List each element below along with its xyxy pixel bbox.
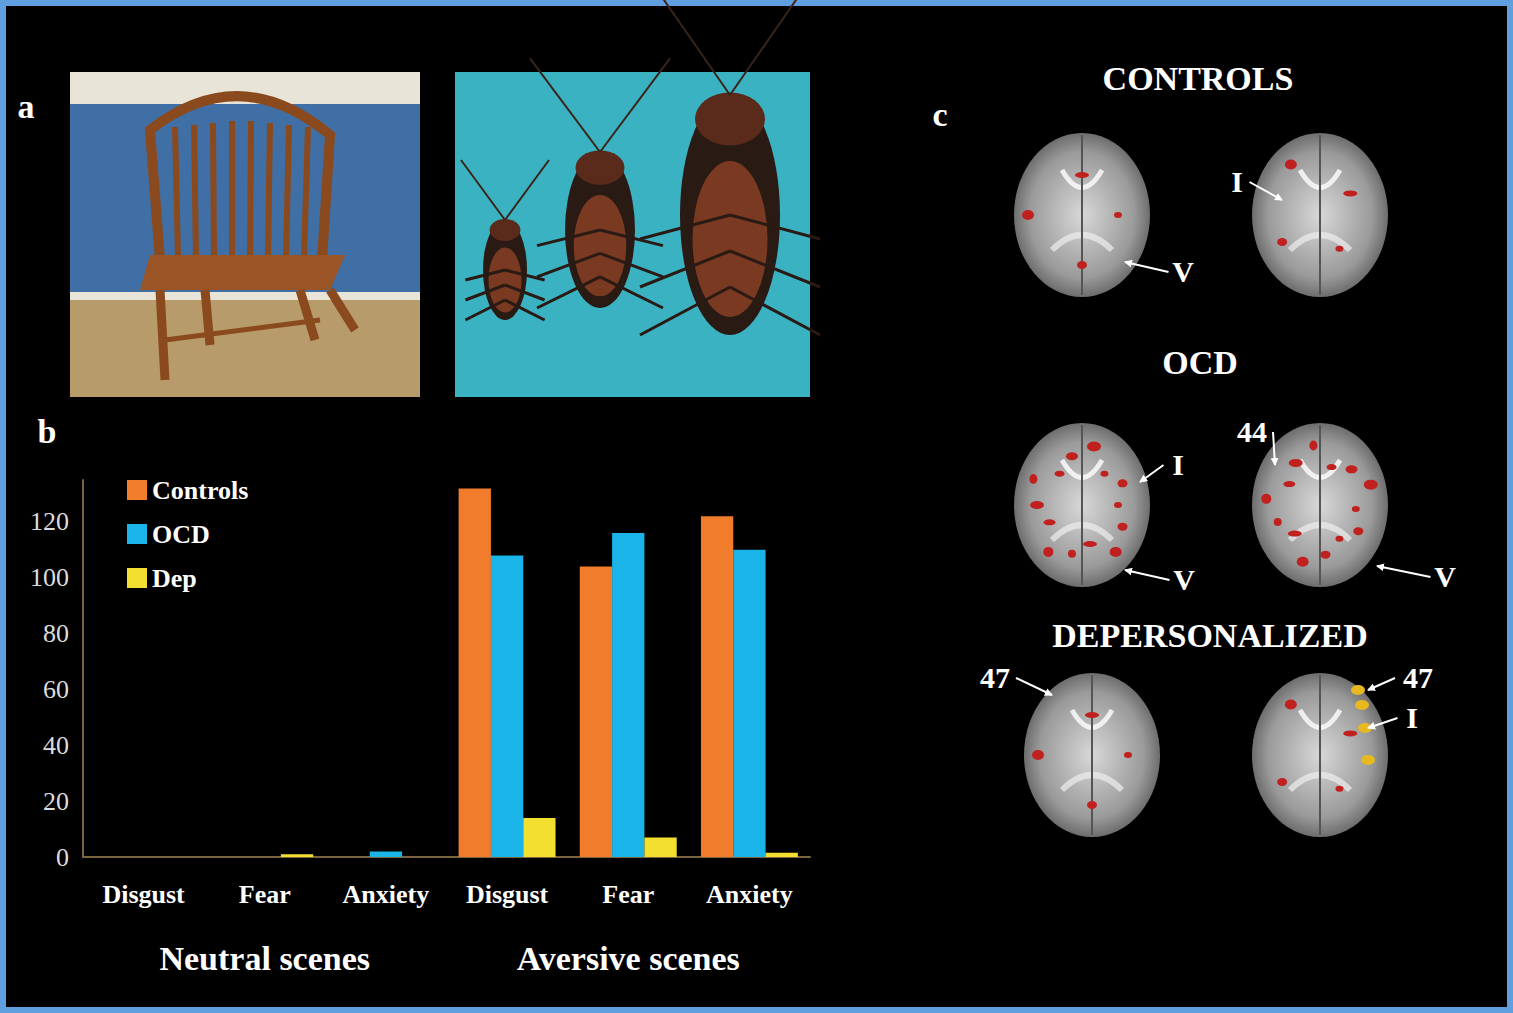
svg-text:Fear: Fear	[602, 880, 654, 909]
svg-text:I: I	[1406, 701, 1418, 734]
svg-text:40: 40	[43, 731, 69, 760]
svg-text:47: 47	[980, 661, 1010, 694]
svg-text:Anxiety: Anxiety	[343, 880, 430, 909]
svg-text:V: V	[1434, 560, 1456, 593]
svg-text:DEPERSONALIZED: DEPERSONALIZED	[1052, 617, 1368, 654]
svg-text:b: b	[38, 413, 57, 450]
svg-text:V: V	[1173, 563, 1195, 596]
svg-text:80: 80	[43, 619, 69, 648]
svg-text:20: 20	[43, 787, 69, 816]
svg-text:OCD: OCD	[1162, 344, 1238, 381]
svg-text:V: V	[1172, 255, 1194, 288]
svg-text:44: 44	[1237, 415, 1267, 448]
svg-text:I: I	[1231, 165, 1243, 198]
svg-text:Controls: Controls	[152, 476, 248, 505]
svg-text:Dep: Dep	[152, 564, 197, 593]
svg-text:I: I	[1172, 448, 1184, 481]
svg-text:47: 47	[1403, 661, 1433, 694]
svg-text:60: 60	[43, 675, 69, 704]
svg-text:Disgust: Disgust	[466, 880, 549, 909]
svg-text:Fear: Fear	[239, 880, 291, 909]
svg-text:Disgust: Disgust	[102, 880, 185, 909]
svg-text:a: a	[18, 88, 35, 125]
svg-text:c: c	[932, 96, 947, 133]
svg-text:OCD: OCD	[152, 520, 210, 549]
svg-text:Aversive scenes: Aversive scenes	[517, 940, 740, 977]
svg-text:Anxiety: Anxiety	[706, 880, 793, 909]
svg-text:Neutral scenes: Neutral scenes	[159, 940, 370, 977]
svg-text:CONTROLS: CONTROLS	[1103, 60, 1294, 97]
svg-text:100: 100	[30, 563, 69, 592]
svg-text:120: 120	[30, 507, 69, 536]
svg-text:0: 0	[56, 843, 69, 872]
